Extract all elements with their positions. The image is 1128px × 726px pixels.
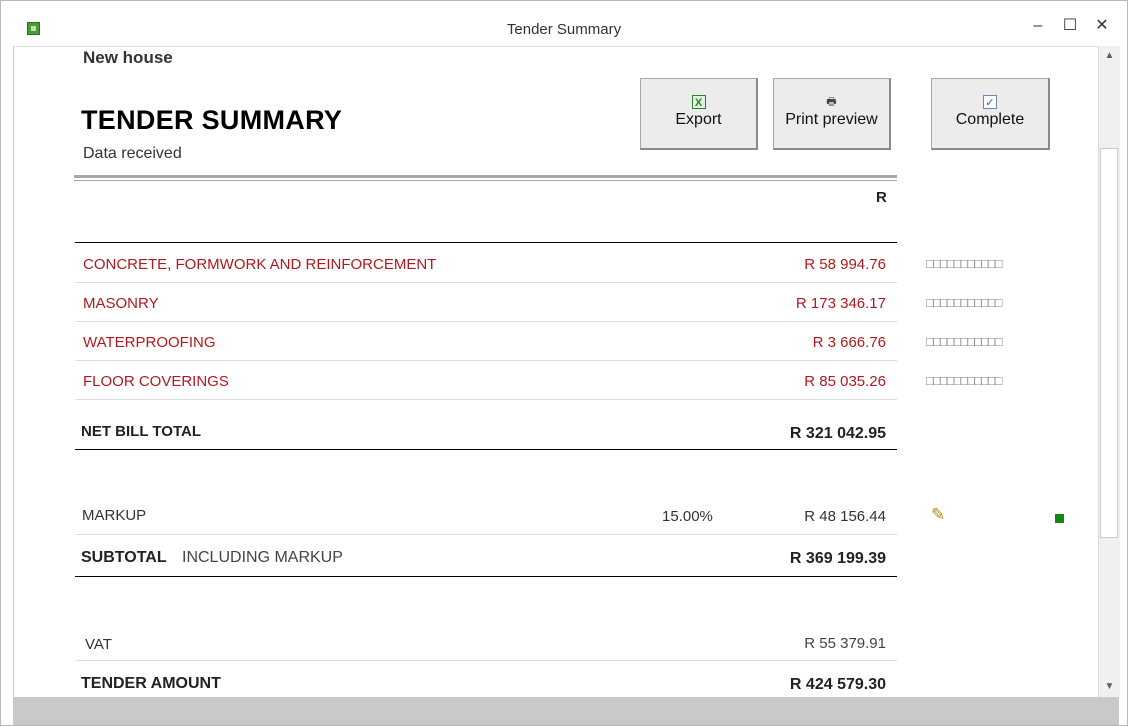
print-preview-button[interactable]: 🖶 Print preview (773, 78, 891, 150)
header-divider-secondary (74, 180, 897, 181)
subtotal-note: INCLUDING MARKUP (182, 549, 343, 566)
net-total-rule (75, 449, 897, 450)
vertical-scrollbar[interactable]: ▲ ▼ (1098, 46, 1120, 697)
bill-markers: □□□□□□□□□□□ (926, 256, 1002, 271)
page-title: TENDER SUMMARY (81, 105, 343, 135)
row-divider (75, 399, 897, 400)
currency-column-header: R (876, 189, 887, 206)
title-bar: Tender Summary – ☐ ✕ (1, 1, 1127, 45)
printer-icon: 🖶 (826, 96, 837, 108)
bill-amount: R 3 666.76 (812, 334, 886, 351)
project-name: New house (83, 48, 173, 67)
row-divider (75, 360, 897, 361)
vat-amount: R 55 379.91 (804, 635, 886, 652)
bill-amount: R 173 346.17 (795, 295, 886, 312)
bill-markers: □□□□□□□□□□□ (926, 373, 1002, 388)
markup-amount: R 48 156.44 (804, 508, 886, 525)
tender-amount-label: TENDER AMOUNT (81, 675, 221, 692)
net-bill-total-label: NET BILL TOTAL (81, 423, 201, 440)
bill-markers: □□□□□□□□□□□ (926, 295, 1002, 310)
excel-icon: X (691, 95, 706, 109)
header-divider (74, 175, 897, 178)
vat-label: VAT (85, 636, 112, 653)
row-divider (75, 321, 897, 322)
print-preview-label: Print preview (785, 111, 878, 128)
bills-top-rule (75, 242, 897, 243)
row-divider (75, 282, 897, 283)
export-button[interactable]: X Export (640, 78, 758, 150)
scroll-thumb[interactable] (1100, 148, 1118, 538)
form-footer (13, 697, 1119, 725)
complete-label: Complete (955, 111, 1025, 128)
access-form-icon (27, 22, 40, 35)
markup-percent: 15.00% (662, 508, 713, 525)
bill-amount: R 58 994.76 (804, 256, 886, 273)
bill-name[interactable]: CONCRETE, FORMWORK AND REINFORCEMENT (83, 256, 437, 273)
complete-button[interactable]: ✓ Complete (931, 78, 1050, 150)
pencil-icon[interactable]: ✎ (931, 505, 946, 524)
bill-name[interactable]: WATERPROOFING (83, 334, 216, 351)
subtotal-label: SUBTOTAL (81, 549, 167, 566)
checkbox-icon: ✓ (983, 95, 997, 109)
close-button[interactable]: ✕ (1095, 17, 1109, 34)
net-bill-total-amount: R 321 042.95 (789, 425, 886, 442)
bill-amount: R 85 035.26 (804, 373, 886, 390)
window-title: Tender Summary (506, 21, 622, 38)
bill-name[interactable]: MASONRY (83, 295, 159, 312)
subtotal-amount: R 369 199.39 (789, 550, 886, 567)
subtotal-rule (75, 576, 897, 577)
export-label: Export (675, 111, 722, 128)
minimize-button[interactable]: – (1033, 17, 1043, 34)
tender-amount-value: R 424 579.30 (789, 676, 886, 693)
bill-name[interactable]: FLOOR COVERINGS (83, 373, 229, 390)
status-text: Data received (83, 145, 182, 162)
bill-markers: □□□□□□□□□□□ (926, 334, 1002, 349)
row-divider (75, 534, 897, 535)
row-divider (75, 660, 897, 661)
scroll-down-arrow-icon[interactable]: ▼ (1104, 681, 1115, 692)
markup-label: MARKUP (82, 507, 147, 524)
maximize-button[interactable]: ☐ (1062, 17, 1078, 34)
status-indicator (1055, 514, 1064, 523)
scroll-up-arrow-icon[interactable]: ▲ (1104, 50, 1115, 61)
report-body: New house TENDER SUMMARY Data received X… (13, 46, 1098, 698)
